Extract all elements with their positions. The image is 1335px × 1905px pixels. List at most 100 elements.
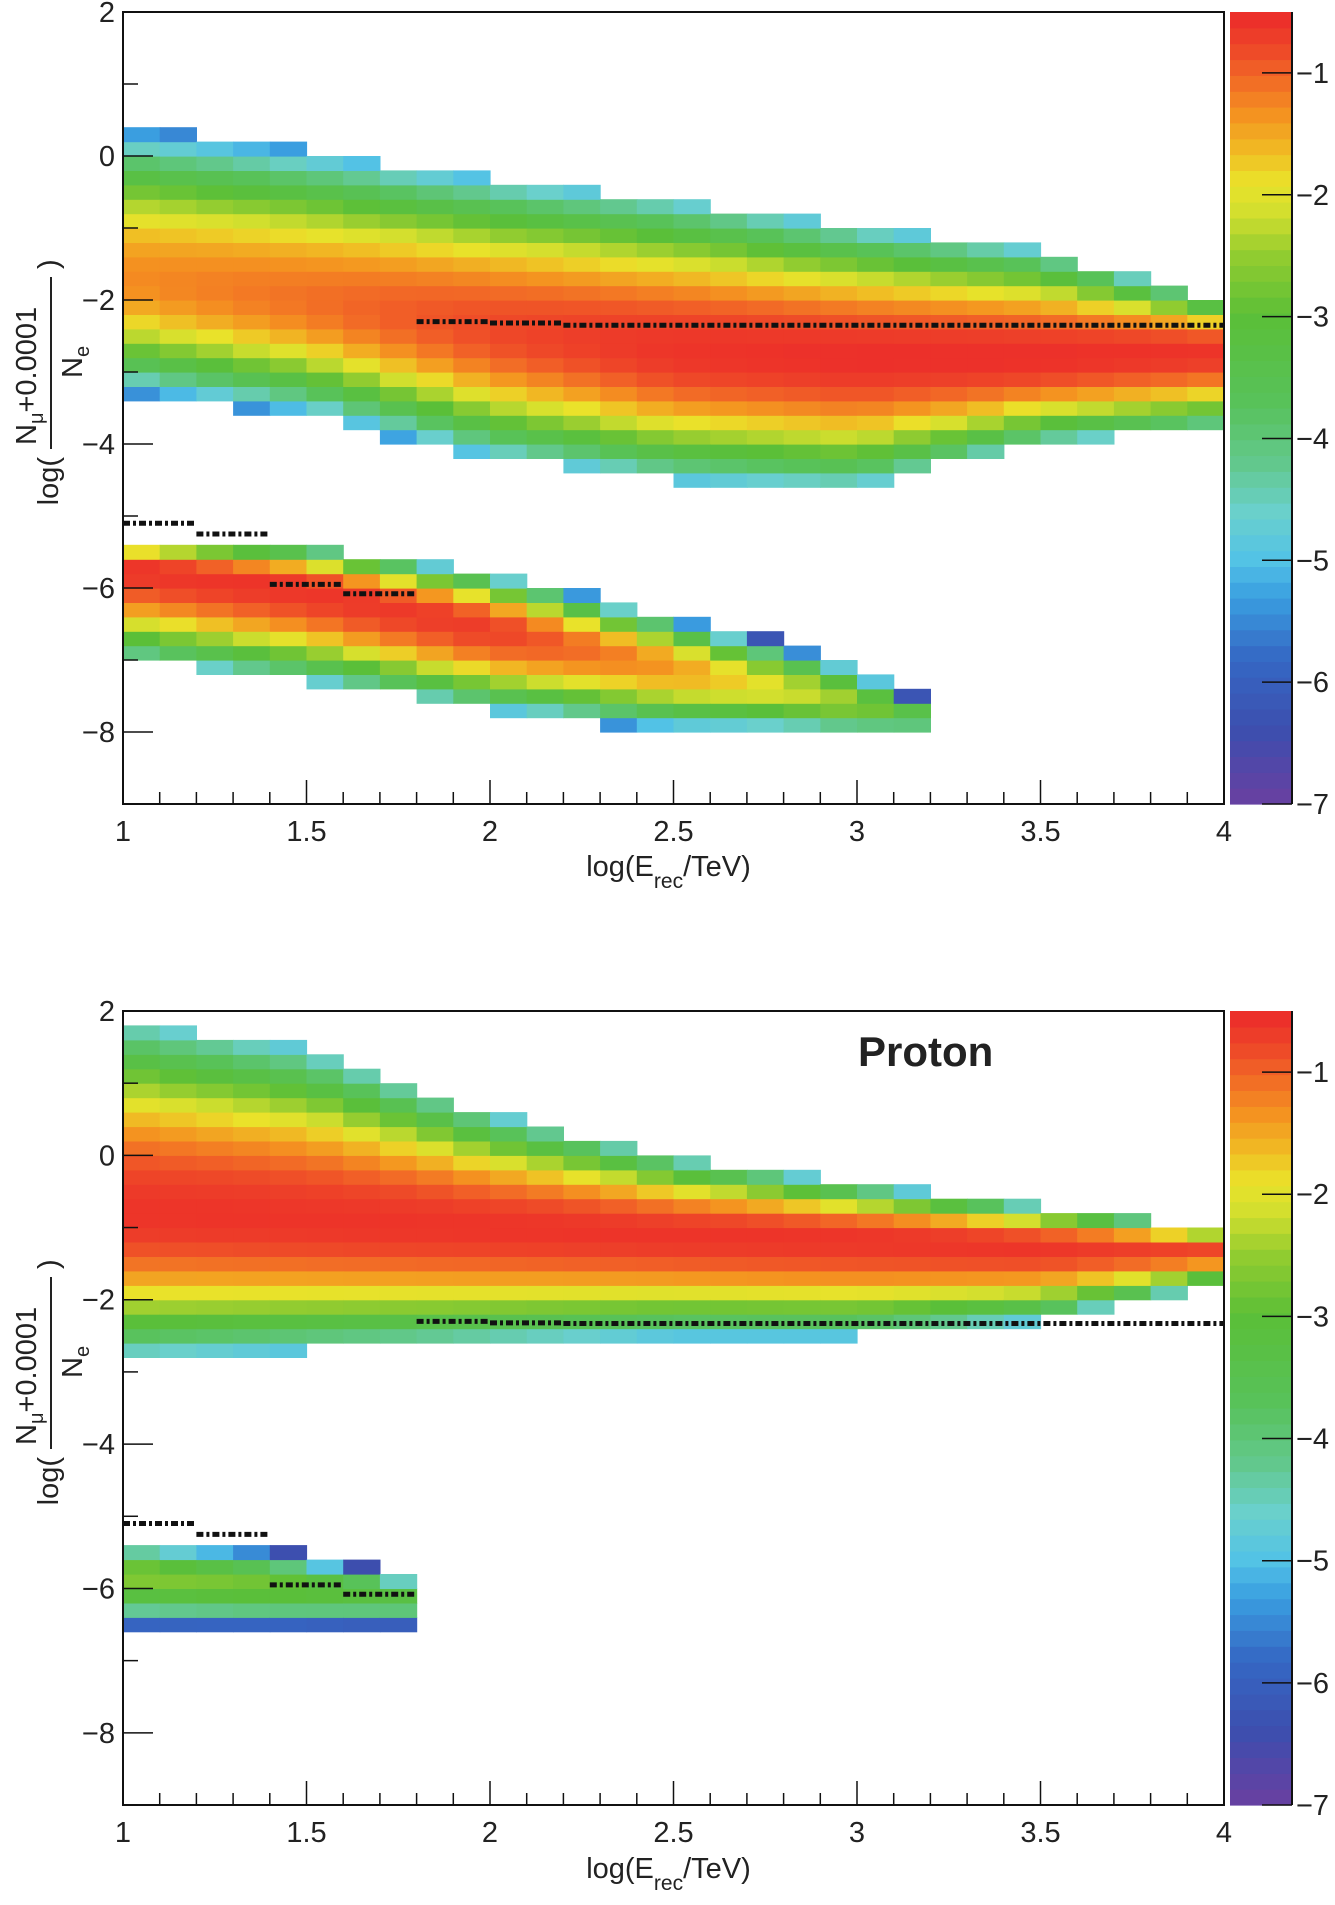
heatmap-cell — [159, 1112, 197, 1128]
heatmap-cell — [783, 1242, 821, 1257]
heatmap-cell — [233, 544, 271, 560]
heatmap-cell — [159, 357, 197, 373]
heatmap-cell — [746, 717, 785, 733]
heatmap-cell — [893, 256, 931, 272]
heatmap-cell — [783, 717, 821, 733]
heatmap-cell — [269, 156, 308, 171]
heatmap-cell — [893, 400, 931, 416]
heatmap-cell — [416, 256, 454, 272]
heatmap-cell — [783, 242, 821, 258]
heatmap-cell — [563, 343, 601, 359]
heatmap-cell — [1077, 429, 1115, 445]
y-label-num-main: N — [11, 1424, 43, 1445]
heatmap-cell — [930, 328, 968, 344]
heatmap-cell — [123, 1213, 161, 1229]
heatmap-cell — [710, 458, 748, 474]
heatmap-cell — [710, 703, 748, 719]
heatmap-cell — [159, 1617, 197, 1633]
heatmap-cell — [636, 271, 675, 287]
heatmap-cell — [123, 343, 161, 359]
heatmap-cell — [233, 372, 271, 387]
heatmap-cell — [196, 141, 234, 157]
heatmap-cell — [820, 688, 858, 704]
heatmap-cell — [196, 1343, 234, 1358]
heatmap-cell — [1187, 1256, 1225, 1272]
heatmap-cell — [233, 300, 271, 315]
heatmap-cell — [636, 1328, 675, 1344]
heatmap-cell — [600, 300, 638, 315]
heatmap-cell — [343, 156, 381, 171]
heatmap-cell — [379, 1602, 418, 1618]
heatmap-cell — [159, 1198, 197, 1214]
heatmap-cell — [343, 1097, 381, 1113]
heatmap-cell — [343, 343, 381, 359]
colorbar-segment — [1230, 661, 1292, 678]
heatmap-cell — [1113, 300, 1152, 315]
heatmap-cell — [563, 372, 601, 387]
heatmap-cell — [269, 1545, 308, 1561]
heatmap-cell — [930, 357, 968, 373]
heatmap-cell — [636, 458, 675, 474]
heatmap-cell — [269, 141, 308, 157]
heatmap-cell — [123, 242, 161, 258]
heatmap-cell — [490, 444, 528, 459]
heatmap-cell — [710, 444, 748, 459]
heatmap-cell — [526, 674, 564, 690]
heatmap-cell — [269, 1559, 308, 1575]
colorbar-segment — [1230, 709, 1292, 726]
heatmap-cell — [893, 271, 931, 287]
heatmap-cell — [306, 328, 344, 344]
heatmap-cell — [563, 415, 601, 431]
x-tick-label: 1 — [115, 1817, 131, 1849]
heatmap-cell — [416, 1285, 454, 1301]
heatmap-cell — [710, 717, 748, 733]
colorbar-segment — [1230, 1233, 1292, 1250]
heatmap-cell — [526, 588, 564, 603]
heatmap-cell — [893, 415, 931, 431]
heatmap-cell — [490, 1140, 528, 1156]
heatmap-cell — [526, 1328, 564, 1344]
heatmap-cell — [673, 1198, 711, 1214]
heatmap-cell — [526, 314, 564, 330]
heatmap-cell — [379, 1299, 418, 1315]
heatmap-cell — [600, 660, 638, 675]
heatmap-cell — [196, 1617, 234, 1633]
heatmap-cell — [306, 228, 344, 243]
heatmap-cell — [857, 256, 895, 272]
heatmap-cell — [306, 1169, 344, 1185]
heatmap-cell — [159, 1343, 197, 1358]
heatmap-cell — [857, 328, 895, 344]
heatmap-cell — [379, 1617, 418, 1633]
heatmap-cell — [159, 1184, 197, 1200]
heatmap-cell — [306, 213, 344, 229]
heatmap-cell — [196, 300, 234, 315]
heatmap-cell — [196, 1140, 234, 1156]
heatmap-cell — [490, 1184, 528, 1200]
heatmap-cell — [159, 1083, 197, 1099]
heatmap-cell — [746, 645, 785, 661]
heatmap-cell — [820, 256, 858, 272]
colorbar-segment — [1230, 170, 1292, 187]
heatmap-cell — [1150, 300, 1188, 315]
heatmap-cell — [123, 1270, 161, 1286]
heatmap-cell — [490, 1213, 528, 1229]
heatmap-cell — [233, 1545, 271, 1561]
heatmap-cell — [269, 1112, 308, 1128]
heatmap-cell — [893, 1299, 931, 1315]
heatmap-cell — [343, 256, 381, 272]
heatmap-cell — [269, 1242, 308, 1257]
heatmap-cell — [1003, 256, 1042, 272]
heatmap-cell — [857, 1213, 895, 1229]
heatmap-cell — [820, 1270, 858, 1286]
heatmap-cell — [526, 1270, 564, 1286]
heatmap-cell — [453, 688, 491, 704]
heatmap-cell — [233, 400, 271, 416]
heatmap-cell — [233, 1169, 271, 1185]
colorbar-segment — [1230, 1662, 1292, 1679]
heatmap-cell — [343, 645, 381, 661]
heatmap-cell — [783, 458, 821, 474]
heatmap-cell — [1077, 1285, 1115, 1301]
heatmap-cell — [490, 688, 528, 704]
heatmap-cell — [1150, 328, 1188, 344]
heatmap-cell — [563, 1227, 601, 1243]
